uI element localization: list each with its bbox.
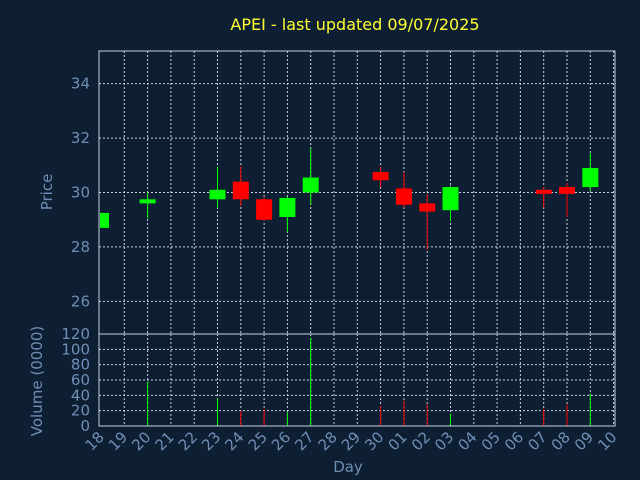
volume-axis-label: Volume (0000)	[28, 326, 46, 436]
candle-body	[139, 199, 156, 204]
volume-bars	[147, 337, 591, 426]
x-tick-labels: 1819202122232425262728293001020304050607…	[82, 428, 621, 454]
candle-body	[256, 199, 273, 220]
candle-body	[302, 177, 319, 193]
price-axis-label: Price	[38, 174, 56, 211]
price-tick-label: 26	[71, 292, 90, 310]
volume-panel-frame	[98, 333, 616, 427]
volume-tick-label: 80	[71, 356, 90, 374]
volume-tick-label: 0	[80, 417, 90, 435]
candle-body	[279, 197, 296, 217]
price-tick-label: 30	[71, 184, 90, 202]
candle-body	[442, 187, 459, 211]
volume-tick-label: 120	[61, 325, 90, 343]
volume-tick-label: 20	[71, 402, 90, 420]
candle-body	[372, 172, 389, 181]
volume-tick-label: 40	[71, 386, 90, 404]
candles	[100, 147, 599, 250]
chart-title: APEI - last updated 09/07/2025	[230, 15, 479, 34]
volume-tick-label: 100	[61, 340, 90, 358]
candle-body	[419, 203, 436, 212]
price-tick-label: 32	[71, 129, 90, 147]
x-axis-label: Day	[333, 458, 363, 476]
candle-body	[535, 189, 552, 194]
candle-body	[395, 188, 412, 205]
candle-body	[559, 187, 575, 194]
candle-body	[232, 181, 249, 200]
candle-body	[209, 189, 226, 200]
candle-body	[100, 212, 109, 228]
price-tick-label: 34	[71, 75, 90, 93]
price-tick-label: 28	[71, 238, 90, 256]
volume-tick-label: 60	[71, 371, 90, 389]
x-tick-label: 10	[594, 428, 620, 454]
volume-grid	[99, 334, 615, 426]
candle-body	[582, 168, 599, 188]
price-tick-labels: 26 28 30 32 34	[71, 75, 90, 311]
